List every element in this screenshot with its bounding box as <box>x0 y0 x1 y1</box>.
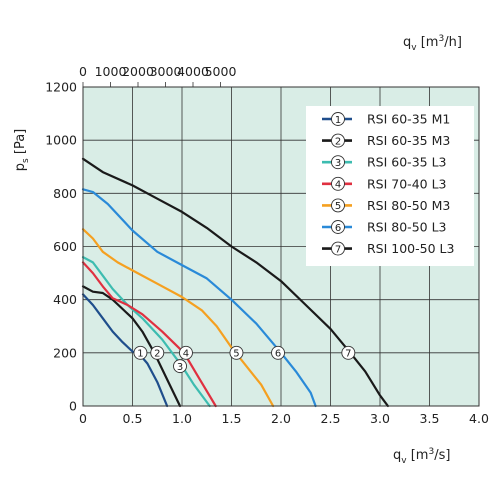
x-tick-label: 2.0 <box>271 411 291 426</box>
x-axis-label-base: q <box>393 448 401 463</box>
x2-axis-label-unit-pre: [m <box>417 35 439 50</box>
x2-tick-label: 2000 <box>122 64 154 79</box>
legend-marker-circle <box>331 155 345 170</box>
legend-marker-circle <box>331 241 345 256</box>
y-axis-label-sub: s <box>21 158 31 163</box>
legend-marker-text: 4 <box>335 180 341 191</box>
legend-marker-text: 5 <box>335 201 341 212</box>
curve-label-circle <box>179 345 193 360</box>
y-tick-label: 200 <box>53 345 77 360</box>
legend-entry-label: RSI 80-50 M3 <box>367 198 450 213</box>
series-layer <box>81 157 389 408</box>
plot-frame <box>82 86 480 407</box>
x-tick-label: 0 <box>79 411 87 426</box>
legend-entry-label: RSI 60-35 M3 <box>367 133 450 148</box>
y-tick-label: 400 <box>53 292 77 307</box>
x-axis-label-unit-pre: [m <box>407 448 429 463</box>
x-tick-label: 3.0 <box>370 411 390 426</box>
legend-marker-circle <box>331 220 345 234</box>
curve-label-circle <box>271 345 285 360</box>
x2-tick-label: 4000 <box>177 64 209 79</box>
legend-marker-circle <box>331 198 345 213</box>
legend-entry-label: RSI 60-35 L3 <box>367 155 447 170</box>
y-tick-label: 1200 <box>45 80 77 95</box>
series-line <box>81 188 317 408</box>
x2-tick-label: 5000 <box>205 64 237 79</box>
legend-marker-circle <box>331 133 345 148</box>
series-line <box>81 293 169 408</box>
curve-label-text: 7 <box>345 349 351 360</box>
legend-marker-text: 3 <box>335 158 341 169</box>
curve-label-text: 1 <box>137 349 143 360</box>
x-tick-label: 2.5 <box>321 411 341 426</box>
curve-label-circle <box>150 345 165 360</box>
series-line <box>81 228 275 408</box>
legend-entry-label: RSI 70-40 L3 <box>367 176 447 191</box>
legend-entry-label: RSI 60-35 M1 <box>367 112 450 127</box>
x-axis-label-sub: v <box>401 456 407 466</box>
y-tick-label: 800 <box>53 186 77 201</box>
series-line <box>81 261 217 408</box>
series-line <box>81 285 182 408</box>
x-axis-label-unit-post: /s] <box>434 448 450 463</box>
legend-marker-text: 6 <box>335 223 341 234</box>
x2-axis-label-sub: v <box>411 43 417 53</box>
x-tick-label: 4.0 <box>469 411 489 426</box>
legend-marker-circle <box>331 112 345 126</box>
y-axis-label: ps [Pa] <box>13 129 31 171</box>
y-axis-label-unit: [Pa] <box>13 129 28 159</box>
curve-label-circle <box>173 359 187 374</box>
legend-marker-circle <box>331 176 345 191</box>
y-axis-label-base: p <box>13 163 28 171</box>
legend: 1 RSI 60-35 M1 2 RSI 60-35 M3 3 RSI 60-35 L3 4… <box>322 112 454 256</box>
x2-axis-label-base: q <box>403 35 411 50</box>
curve-label-text: 5 <box>233 349 239 360</box>
curve-label-circle <box>341 345 356 360</box>
x-tick-label: 3.5 <box>420 411 440 426</box>
x-tick-label: 1.0 <box>172 411 192 426</box>
x-axis-label-unit-sup: 3 <box>428 447 434 457</box>
tick-labels: 0 0.5 1.0 1.5 2.0 2.5 3.0 3.5 4.0020040060080010… <box>45 64 489 426</box>
x2-axis-label-unit-post: /h] <box>444 35 462 50</box>
curve-label-text: 3 <box>177 362 183 373</box>
x-tick-label: 1.5 <box>222 411 242 426</box>
legend-marker-text: 1 <box>335 115 341 126</box>
curve-labels: 1 2 43 5 6 7 <box>133 345 356 374</box>
curve-label-circle <box>229 345 244 360</box>
x-tick-label: 0.5 <box>123 411 143 426</box>
x2-tick-label: 3000 <box>150 64 182 79</box>
legend-entry-label: RSI 100-50 L3 <box>367 241 454 256</box>
x2-tick-label: 0 <box>79 64 87 79</box>
x2-axis-label: qv [m3/h] <box>403 34 462 53</box>
x-axis-label: qv [m3/s] <box>393 447 450 466</box>
y-tick-label: 600 <box>53 239 77 254</box>
curve-label-text: 6 <box>275 349 281 360</box>
y-tick-label: 1000 <box>45 133 77 148</box>
y-tick-label: 0 <box>69 399 77 414</box>
legend-marker-text: 7 <box>335 244 341 255</box>
x2-axis-label-unit-sup: 3 <box>438 34 444 44</box>
curve-label-text: 4 <box>183 349 189 360</box>
series-line <box>81 256 211 408</box>
curve-label-text: 2 <box>154 349 160 360</box>
curve-label-circle <box>133 345 148 360</box>
legend-marker-text: 2 <box>335 136 341 147</box>
legend-entry-label: RSI 80-50 L3 <box>367 220 447 235</box>
x2-tick-label: 1000 <box>95 64 127 79</box>
series-line <box>81 157 389 408</box>
